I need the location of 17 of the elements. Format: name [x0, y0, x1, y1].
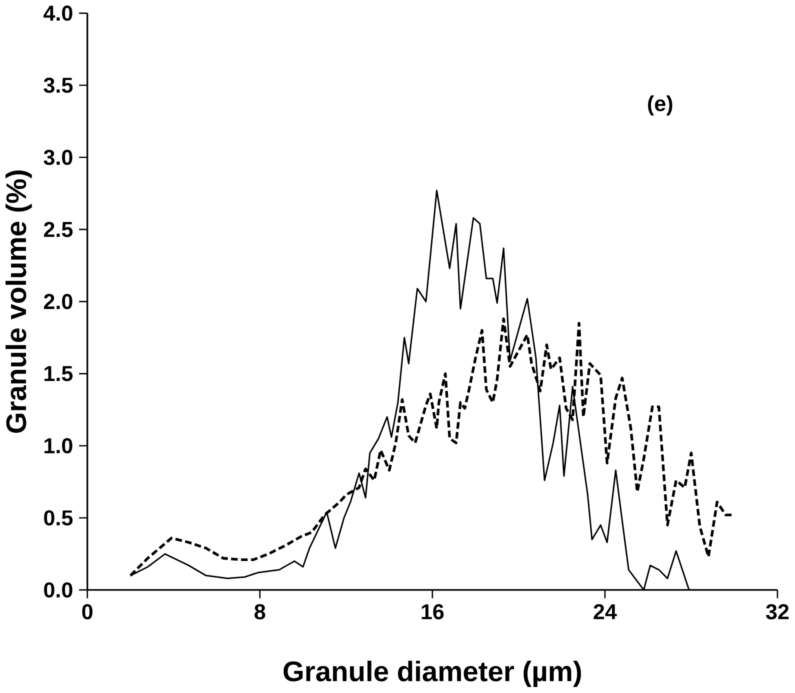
y-tick-label: 2.5	[44, 222, 73, 238]
x-tick-label: 0	[82, 604, 92, 620]
x-tick-label: 8	[254, 604, 266, 620]
y-tick-label: 4.0	[44, 6, 72, 22]
x-axis-title: Granule diameter (µm)	[284, 660, 581, 688]
x-tick-label: 32	[766, 604, 789, 620]
y-tick-label: 0.0	[44, 582, 72, 598]
y-tick-label: 1.5	[44, 366, 73, 382]
x-tick-label: 16	[422, 604, 444, 620]
y-tick-label: 1.0	[44, 438, 72, 454]
y-tick-label: 0.5	[44, 510, 73, 526]
annotation: (e)	[648, 96, 672, 116]
x-tick-label: 24	[594, 604, 617, 620]
y-tick-label: 3.0	[44, 150, 72, 166]
y-axis-title: Granule volume (%)	[6, 170, 32, 434]
y-tick-label: 3.5	[44, 78, 73, 94]
y-tick-label: 2.0	[44, 294, 72, 310]
